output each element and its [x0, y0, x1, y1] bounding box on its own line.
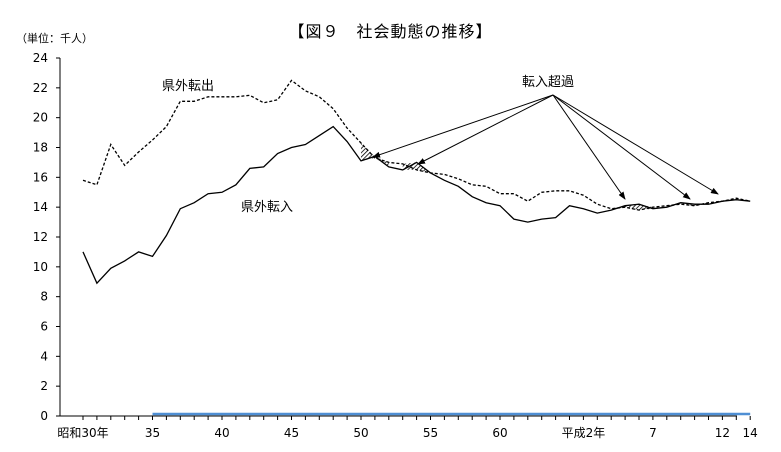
series-lines — [82, 79, 751, 285]
y-tick-label: 6 — [40, 320, 48, 334]
y-tick-label: 16 — [33, 170, 48, 184]
annotation-arrow — [372, 94, 554, 158]
x-tick-label: 7 — [649, 426, 657, 440]
x-tick-label: 14 — [743, 426, 758, 440]
x-tick-label: 60 — [492, 426, 507, 440]
chart-title: 【図９ 社会動態の推移】 — [288, 22, 493, 41]
x-tick-label: 平成2年 — [562, 426, 606, 440]
y-tick-label: 0 — [40, 409, 48, 423]
y-tick-label: 10 — [33, 260, 48, 274]
x-tick-label: 昭和30年 — [57, 426, 108, 440]
y-tick-label: 2 — [40, 379, 48, 393]
annotation-arrow — [552, 94, 691, 200]
excess-inflow-hatch — [402, 162, 431, 173]
x-tick-label: 40 — [214, 426, 229, 440]
inflow-series-line — [82, 125, 751, 285]
y-tick-label: 8 — [40, 290, 48, 304]
x-tick-label: 45 — [284, 426, 299, 440]
outflow-series-line — [82, 79, 751, 211]
annotation-arrow — [552, 94, 719, 195]
y-tick-label: 18 — [33, 141, 48, 155]
x-tick-label: 12 — [715, 426, 730, 440]
y-tick-label: 22 — [33, 81, 48, 95]
y-tick-label: 14 — [33, 200, 48, 214]
x-tick-label: 35 — [145, 426, 160, 440]
excess-inflow-areas — [361, 143, 709, 211]
y-tick-label: 24 — [33, 51, 48, 65]
inflow-series-label: 県外転入 — [241, 200, 293, 215]
x-tick-label: 55 — [423, 426, 438, 440]
x-tick-label: 50 — [353, 426, 368, 440]
y-tick-label: 12 — [33, 230, 48, 244]
outflow-series-label: 県外転出 — [162, 79, 214, 94]
y-tick-label: 20 — [33, 111, 48, 125]
annotation-arrow — [552, 94, 626, 200]
annotation-arrow — [417, 94, 554, 165]
excess-inflow-label: 転入超過 — [522, 75, 574, 90]
y-axis-unit-label: （単位：千人） — [16, 32, 93, 45]
y-tick-label: 4 — [40, 349, 48, 363]
